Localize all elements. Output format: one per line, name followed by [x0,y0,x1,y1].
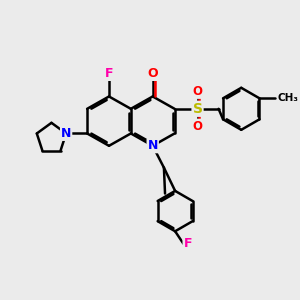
Text: N: N [61,127,71,140]
Text: N: N [148,139,158,152]
Text: F: F [184,237,192,250]
Text: O: O [147,67,158,80]
Text: S: S [193,102,202,116]
Text: F: F [105,67,113,80]
Text: O: O [193,120,202,133]
Text: O: O [193,85,202,98]
Text: CH₃: CH₃ [278,93,299,103]
